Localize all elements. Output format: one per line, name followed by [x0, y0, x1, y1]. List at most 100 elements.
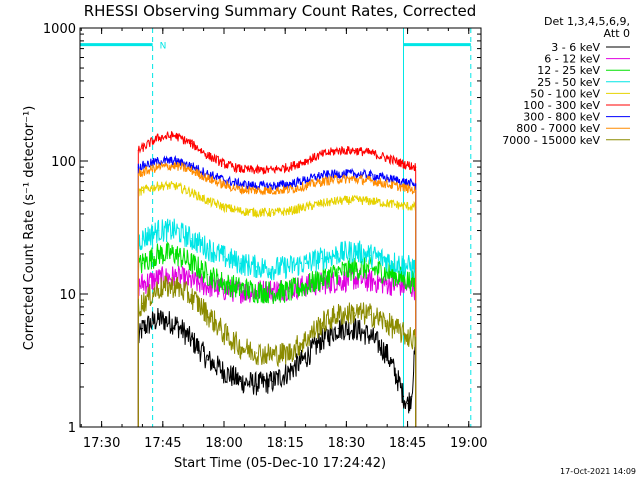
- series-4-point-3: [158, 229, 160, 232]
- series-5-point-2: [141, 189, 144, 192]
- series-6-point-6: [207, 154, 209, 157]
- series-3-point-2: [141, 262, 144, 264]
- series-7-point-15: [353, 173, 356, 175]
- series-7-point-14: [337, 173, 339, 175]
- series-9: [137, 275, 417, 427]
- plot-frame: [79, 27, 482, 428]
- series-6-point-12: [304, 160, 307, 162]
- series-6-point-18: [402, 163, 405, 165]
- legend-label-2: 6 - 12 keV: [544, 53, 600, 66]
- series-line-4: [137, 218, 417, 427]
- render-timestamp: 17-Oct-2021 14:09: [560, 467, 636, 476]
- series-4-point-7: [223, 256, 225, 258]
- series-8-point-13: [321, 181, 323, 183]
- series-9-point-10: [272, 354, 274, 356]
- series-9-point-16: [370, 314, 372, 316]
- series-2-point-2: [141, 282, 144, 285]
- series-1-point-16: [370, 335, 372, 337]
- x-axis-label: Start Time (05-Dec-10 17:24:42): [174, 456, 386, 471]
- series-5-point-14: [337, 200, 339, 202]
- series-5-point-10: [272, 211, 274, 214]
- series-8-point-1: [137, 173, 139, 175]
- series-1-point-2: [141, 327, 144, 330]
- series-7-point-12: [304, 179, 307, 181]
- series-3-point-18: [402, 278, 405, 280]
- series-7-point-4: [174, 160, 176, 162]
- series-3-point-4: [174, 253, 176, 255]
- series-4-point-5: [190, 238, 192, 240]
- series-1-point-13: [321, 339, 323, 341]
- series-6-point-5: [190, 143, 192, 145]
- series-3-point-3: [158, 253, 160, 255]
- legend-label-1: 3 - 6 keV: [551, 41, 600, 54]
- series-6-point-4: [174, 135, 176, 137]
- series-8-point-18: [402, 187, 405, 189]
- x-ticks: 17:30 17:45 18:00 18:15 18:30 18:45 19:00: [80, 28, 487, 451]
- series-8-point-2: [141, 171, 144, 174]
- series-5-point-8: [239, 210, 241, 212]
- series-9-point-9: [256, 352, 258, 354]
- series-6-point-1: [137, 149, 139, 152]
- series-8-point-3: [158, 166, 160, 168]
- series-7-point-9: [256, 185, 258, 187]
- series-5-point-5: [190, 191, 192, 194]
- series-8-point-12: [304, 185, 307, 187]
- series-line-6: [137, 130, 417, 427]
- series-6-point-9: [256, 169, 258, 171]
- series-8-point-14: [337, 178, 339, 180]
- series-9-point-12: [304, 339, 307, 341]
- series-9-point-6: [207, 314, 209, 316]
- series-1-point-7: [223, 371, 225, 373]
- series-9-point-8: [239, 346, 241, 348]
- series-1-point-21: [411, 395, 413, 397]
- series-3-point-7: [223, 282, 225, 285]
- series-4-point-10: [272, 268, 274, 270]
- series-7-point-3: [158, 160, 160, 162]
- series-3-point-10: [272, 291, 274, 293]
- y-ticks: 1 10 100 1000: [43, 22, 481, 436]
- series-line-8: [137, 161, 417, 427]
- series-8-point-15: [353, 178, 356, 180]
- series-9-point-19: [415, 339, 417, 341]
- series-8-point-7: [223, 184, 225, 186]
- series-5-point-3: [158, 185, 160, 187]
- series-6-point-19: [415, 166, 417, 168]
- legend-label-6: 100 - 300 keV: [523, 99, 600, 112]
- series-4-point-14: [337, 253, 339, 255]
- series-1-point-3: [158, 318, 160, 320]
- series-1-point-15: [353, 327, 356, 330]
- series-1-point-14: [337, 327, 339, 330]
- series-1-point-8: [239, 380, 241, 383]
- series-2-point-10: [272, 289, 274, 291]
- series-7-point-2: [141, 165, 144, 167]
- series-1-point-20: [406, 402, 409, 405]
- series-6-point-10: [272, 169, 274, 171]
- series-2-point-18: [402, 285, 405, 287]
- legend-label-4: 25 - 50 keV: [537, 76, 600, 89]
- series-5-point-9: [256, 211, 258, 214]
- series-6-point-15: [353, 149, 356, 152]
- series-1-point-17: [386, 354, 388, 356]
- series-6-point-7: [223, 163, 225, 165]
- series-3-point-9: [256, 290, 258, 292]
- series-5-point-7: [223, 206, 225, 208]
- series-2-point-5: [190, 280, 192, 282]
- y-axis-label: Corrected Count Rate (s⁻¹ detector⁻¹): [22, 106, 37, 351]
- series-layer: [137, 130, 417, 427]
- series-3-point-16: [370, 268, 372, 270]
- series-1-point-11: [288, 371, 290, 373]
- series-6-point-13: [321, 153, 323, 156]
- y-tick-label-3: 100: [51, 155, 76, 170]
- series-3-point-5: [190, 262, 192, 264]
- series-9-point-7: [223, 333, 225, 335]
- series-1-point-4: [174, 322, 176, 325]
- legend-label-9: 7000 - 15000 keV: [502, 134, 600, 147]
- series-8-point-16: [370, 180, 372, 182]
- series-5-point-4: [174, 185, 176, 187]
- series-7-point-18: [402, 181, 405, 183]
- series-3-point-17: [386, 271, 388, 274]
- y-tick-label-2: 10: [59, 288, 76, 303]
- series-8-point-11: [288, 188, 290, 191]
- flag-label: N: [160, 42, 167, 52]
